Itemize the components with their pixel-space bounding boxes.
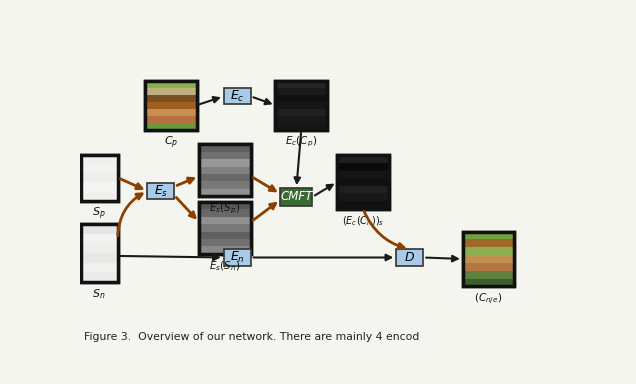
Bar (337, 156, 389, 163)
Bar (199, 209, 251, 217)
Bar (199, 152, 251, 159)
Text: CMFT: CMFT (280, 190, 312, 204)
Bar (463, 278, 515, 286)
Bar (199, 202, 251, 254)
Bar (145, 116, 197, 122)
Bar (81, 155, 118, 200)
Text: $E_c(C_p)$: $E_c(C_p)$ (285, 135, 317, 149)
Bar (396, 249, 424, 266)
Text: $(C_{n/e})$: $(C_{n/e})$ (474, 291, 502, 307)
Bar (275, 102, 327, 109)
Bar (199, 239, 251, 247)
Bar (337, 194, 389, 201)
Bar (199, 247, 251, 254)
Bar (275, 95, 327, 102)
Bar (199, 232, 251, 239)
Bar (275, 81, 327, 88)
Bar (81, 155, 118, 164)
Bar (337, 156, 389, 209)
Text: $E_s(S_p)$: $E_s(S_p)$ (209, 202, 240, 216)
Text: $D$: $D$ (404, 251, 415, 264)
Bar (145, 81, 197, 130)
Bar (463, 232, 515, 286)
Bar (81, 234, 118, 243)
Bar (81, 253, 118, 263)
Bar (337, 163, 389, 170)
Bar (463, 240, 515, 247)
Bar (280, 188, 312, 206)
Bar (81, 224, 118, 282)
Text: $(E_c(C_n))_s$: $(E_c(C_n))_s$ (342, 214, 384, 228)
Bar (81, 173, 118, 182)
Bar (275, 81, 327, 130)
Text: $E_s(S_n)$: $E_s(S_n)$ (209, 259, 240, 273)
Bar (224, 249, 251, 266)
Bar (199, 189, 251, 196)
Bar (81, 263, 118, 272)
Bar (224, 88, 251, 104)
Bar (81, 155, 118, 200)
Bar (275, 109, 327, 116)
Bar (81, 191, 118, 200)
Bar (275, 81, 327, 130)
Text: $E_c$: $E_c$ (230, 89, 244, 104)
Bar (145, 81, 197, 88)
Bar (145, 102, 197, 109)
Bar (275, 122, 327, 130)
Text: $E_s$: $E_s$ (154, 184, 168, 199)
Bar (199, 174, 251, 181)
Bar (199, 217, 251, 224)
Bar (145, 109, 197, 116)
Bar (337, 171, 389, 178)
Bar (337, 156, 389, 209)
Bar (199, 159, 251, 167)
Bar (199, 144, 251, 196)
Bar (463, 232, 515, 286)
Bar (463, 247, 515, 255)
Bar (199, 181, 251, 189)
Bar (145, 95, 197, 102)
Bar (81, 243, 118, 253)
Bar (463, 255, 515, 263)
Bar (199, 224, 251, 232)
Bar (148, 183, 174, 199)
Text: $S_p$: $S_p$ (92, 206, 106, 222)
Bar (145, 122, 197, 130)
Bar (81, 164, 118, 173)
Text: $E_n$: $E_n$ (230, 250, 245, 265)
Bar (81, 182, 118, 191)
Bar (145, 88, 197, 95)
Bar (199, 144, 251, 152)
Bar (275, 116, 327, 122)
Bar (337, 178, 389, 186)
Text: Figure 3.  Overview of our network. There are mainly 4 encod: Figure 3. Overview of our network. There… (85, 332, 420, 342)
Text: $C_p$: $C_p$ (163, 135, 178, 151)
Bar (463, 263, 515, 271)
Bar (463, 232, 515, 240)
Bar (199, 202, 251, 209)
Bar (463, 271, 515, 278)
Bar (81, 272, 118, 282)
Bar (145, 81, 197, 130)
Bar (199, 202, 251, 254)
Text: $S_n$: $S_n$ (92, 287, 106, 301)
Bar (81, 224, 118, 282)
Bar (275, 88, 327, 95)
Bar (337, 186, 389, 194)
Bar (199, 167, 251, 174)
Bar (337, 201, 389, 209)
Bar (199, 144, 251, 196)
Bar (81, 224, 118, 234)
